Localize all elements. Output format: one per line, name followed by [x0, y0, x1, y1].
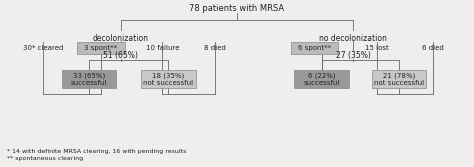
FancyBboxPatch shape — [141, 70, 196, 88]
FancyBboxPatch shape — [77, 42, 125, 53]
FancyBboxPatch shape — [294, 70, 349, 88]
Text: 6 spont**: 6 spont** — [298, 45, 331, 51]
Text: 15 lost: 15 lost — [365, 45, 389, 51]
Text: 3 spont**: 3 spont** — [84, 45, 117, 51]
Text: 27 (35%): 27 (35%) — [336, 51, 371, 60]
FancyBboxPatch shape — [291, 42, 338, 53]
Text: 51 (65%): 51 (65%) — [103, 51, 138, 60]
Text: 78 patients with MRSA: 78 patients with MRSA — [190, 4, 284, 13]
Text: 33 (65%)
successful: 33 (65%) successful — [71, 72, 107, 86]
Text: 8 died: 8 died — [204, 45, 226, 51]
Text: * 14 with definite MRSA clearing, 16 with pending results: * 14 with definite MRSA clearing, 16 wit… — [8, 149, 187, 154]
Text: 21 (78%)
not successful: 21 (78%) not successful — [374, 72, 424, 86]
Text: 30* cleared: 30* cleared — [23, 45, 64, 51]
Text: no decolonization: no decolonization — [319, 34, 387, 43]
FancyBboxPatch shape — [372, 70, 427, 88]
Text: decolonization: decolonization — [93, 34, 149, 43]
Text: ** spontaneous clearing: ** spontaneous clearing — [8, 156, 83, 161]
FancyBboxPatch shape — [62, 70, 116, 88]
Text: 6 (22%)
successful: 6 (22%) successful — [303, 72, 340, 86]
Text: 6 died: 6 died — [422, 45, 444, 51]
Text: 10 failure: 10 failure — [146, 45, 179, 51]
Text: 18 (35%)
not successful: 18 (35%) not successful — [143, 72, 193, 86]
